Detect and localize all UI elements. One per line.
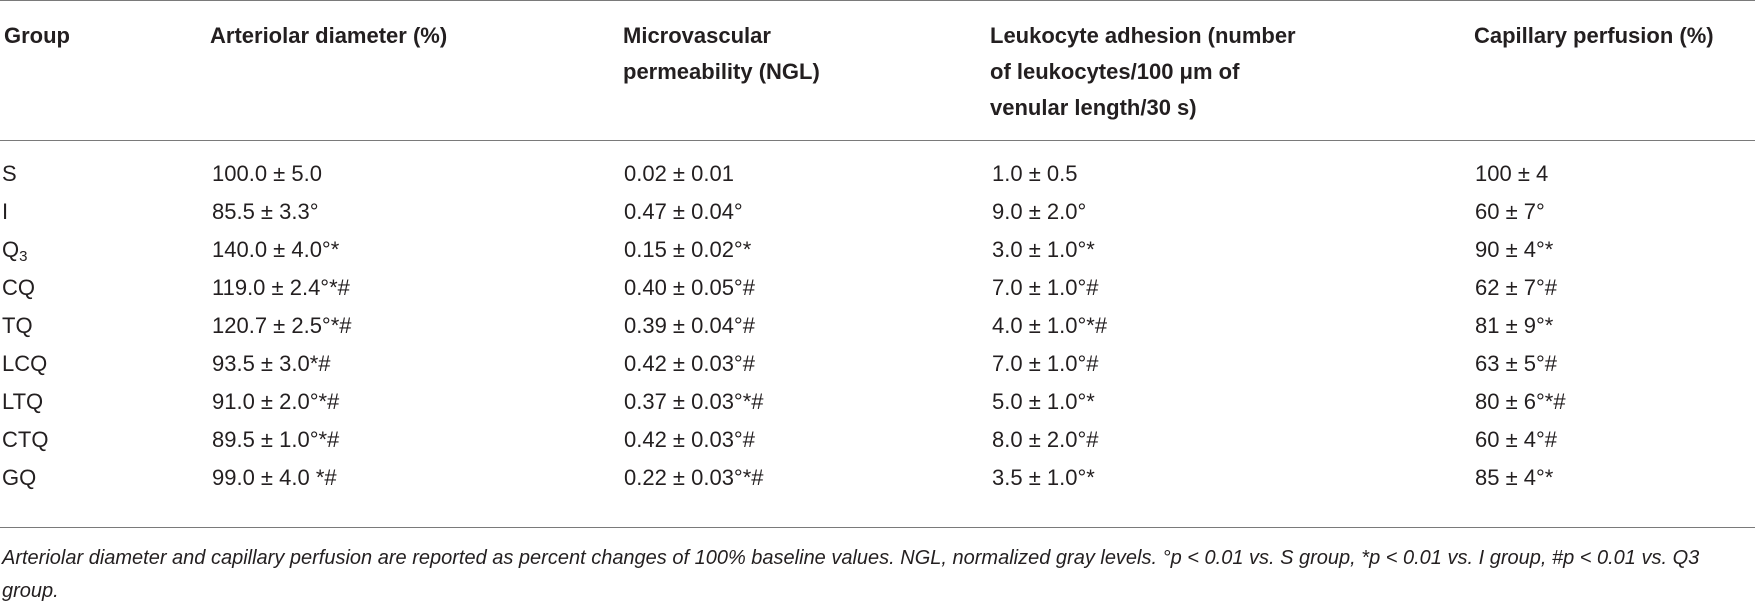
table-header-rule [0, 140, 1755, 141]
cell-perfusion: 60 ± 4°# [1475, 427, 1558, 452]
cell-perfusion: 63 ± 5°# [1475, 351, 1558, 376]
cell-leukocyte: 3.5 ± 1.0°* [992, 465, 1095, 490]
cell-arteriolar: 89.5 ± 1.0°*# [212, 427, 340, 452]
cell-permeability: 0.42 ± 0.03°# [624, 427, 755, 452]
cell-arteriolar: 119.0 ± 2.4°*# [212, 275, 350, 300]
cell-permeability: 0.22 ± 0.03°*# [624, 465, 764, 490]
table-row: LTQ 91.0 ± 2.0°*# 0.37 ± 0.03°*# 5.0 ± 1… [0, 383, 1755, 421]
cell-group: LTQ [2, 389, 44, 414]
cell-leukocyte: 4.0 ± 1.0°*# [992, 313, 1108, 338]
cell-perfusion: 90 ± 4°* [1475, 237, 1554, 262]
cell-group: I [2, 199, 9, 224]
table-row: CTQ 89.5 ± 1.0°*# 0.42 ± 0.03°# 8.0 ± 2.… [0, 421, 1755, 459]
cell-permeability: 0.39 ± 0.04°# [624, 313, 755, 338]
cell-leukocyte: 1.0 ± 0.5 [992, 161, 1078, 186]
cell-group: CQ [2, 275, 35, 300]
cell-perfusion: 85 ± 4°* [1475, 465, 1554, 490]
cell-perfusion: 62 ± 7°# [1475, 275, 1558, 300]
cell-group: TQ [2, 313, 33, 338]
table-top-rule [0, 0, 1755, 1]
cell-group: LCQ [2, 351, 48, 376]
cell-perfusion: 100 ± 4 [1475, 161, 1549, 186]
table-row: I 85.5 ± 3.3° 0.47 ± 0.04° 9.0 ± 2.0° 60… [0, 193, 1755, 231]
cell-arteriolar: 91.0 ± 2.0°*# [212, 389, 340, 414]
cell-arteriolar: 100.0 ± 5.0 [212, 161, 322, 186]
cell-permeability: 0.37 ± 0.03°*# [624, 389, 764, 414]
cell-group: Q3 [2, 237, 28, 265]
table-row: S 100.0 ± 5.0 0.02 ± 0.01 1.0 ± 0.5 100 … [0, 155, 1755, 193]
header-capillary-perfusion: Capillary perfusion (%) [1474, 23, 1714, 48]
cell-arteriolar: 99.0 ± 4.0 *# [212, 465, 337, 490]
cell-group: CTQ [2, 427, 49, 452]
header-leukocyte-adhesion: Leukocyte adhesion (number of leukocytes… [990, 23, 1296, 120]
table-row: LCQ 93.5 ± 3.0*# 0.42 ± 0.03°# 7.0 ± 1.0… [0, 345, 1755, 383]
cell-perfusion: 81 ± 9°* [1475, 313, 1554, 338]
cell-arteriolar: 93.5 ± 3.0*# [212, 351, 331, 376]
table-footnote: Arteriolar diameter and capillary perfus… [2, 547, 1700, 602]
cell-permeability: 0.42 ± 0.03°# [624, 351, 755, 376]
cell-permeability: 0.40 ± 0.05°# [624, 275, 755, 300]
cell-leukocyte: 3.0 ± 1.0°* [992, 237, 1095, 262]
table-row: CQ 119.0 ± 2.4°*# 0.40 ± 0.05°# 7.0 ± 1.… [0, 269, 1755, 307]
cell-leukocyte: 5.0 ± 1.0°* [992, 389, 1095, 414]
cell-perfusion: 60 ± 7° [1475, 199, 1545, 224]
table-row: GQ 99.0 ± 4.0 *# 0.22 ± 0.03°*# 3.5 ± 1.… [0, 459, 1755, 497]
table-row: Q3 140.0 ± 4.0°* 0.15 ± 0.02°* 3.0 ± 1.0… [0, 231, 1755, 269]
header-group: Group [4, 23, 70, 48]
cell-arteriolar: 120.7 ± 2.5°*# [212, 313, 352, 338]
cell-group: GQ [2, 465, 37, 490]
table-bottom-rule [0, 527, 1755, 528]
cell-permeability: 0.02 ± 0.01 [624, 161, 734, 186]
cell-permeability: 0.15 ± 0.02°* [624, 237, 752, 262]
cell-leukocyte: 7.0 ± 1.0°# [992, 275, 1099, 300]
cell-permeability: 0.47 ± 0.04° [624, 199, 743, 224]
table-row: TQ 120.7 ± 2.5°*# 0.39 ± 0.04°# 4.0 ± 1.… [0, 307, 1755, 345]
cell-arteriolar: 85.5 ± 3.3° [212, 199, 319, 224]
cell-leukocyte: 8.0 ± 2.0°# [992, 427, 1099, 452]
header-microvascular-permeability: Microvascular permeability (NGL) [623, 23, 820, 84]
cell-leukocyte: 9.0 ± 2.0° [992, 199, 1087, 224]
cell-group: S [2, 161, 17, 186]
header-arteriolar-diameter: Arteriolar diameter (%) [210, 23, 448, 48]
cell-perfusion: 80 ± 6°*# [1475, 389, 1566, 414]
cell-arteriolar: 140.0 ± 4.0°* [212, 237, 340, 262]
cell-leukocyte: 7.0 ± 1.0°# [992, 351, 1099, 376]
